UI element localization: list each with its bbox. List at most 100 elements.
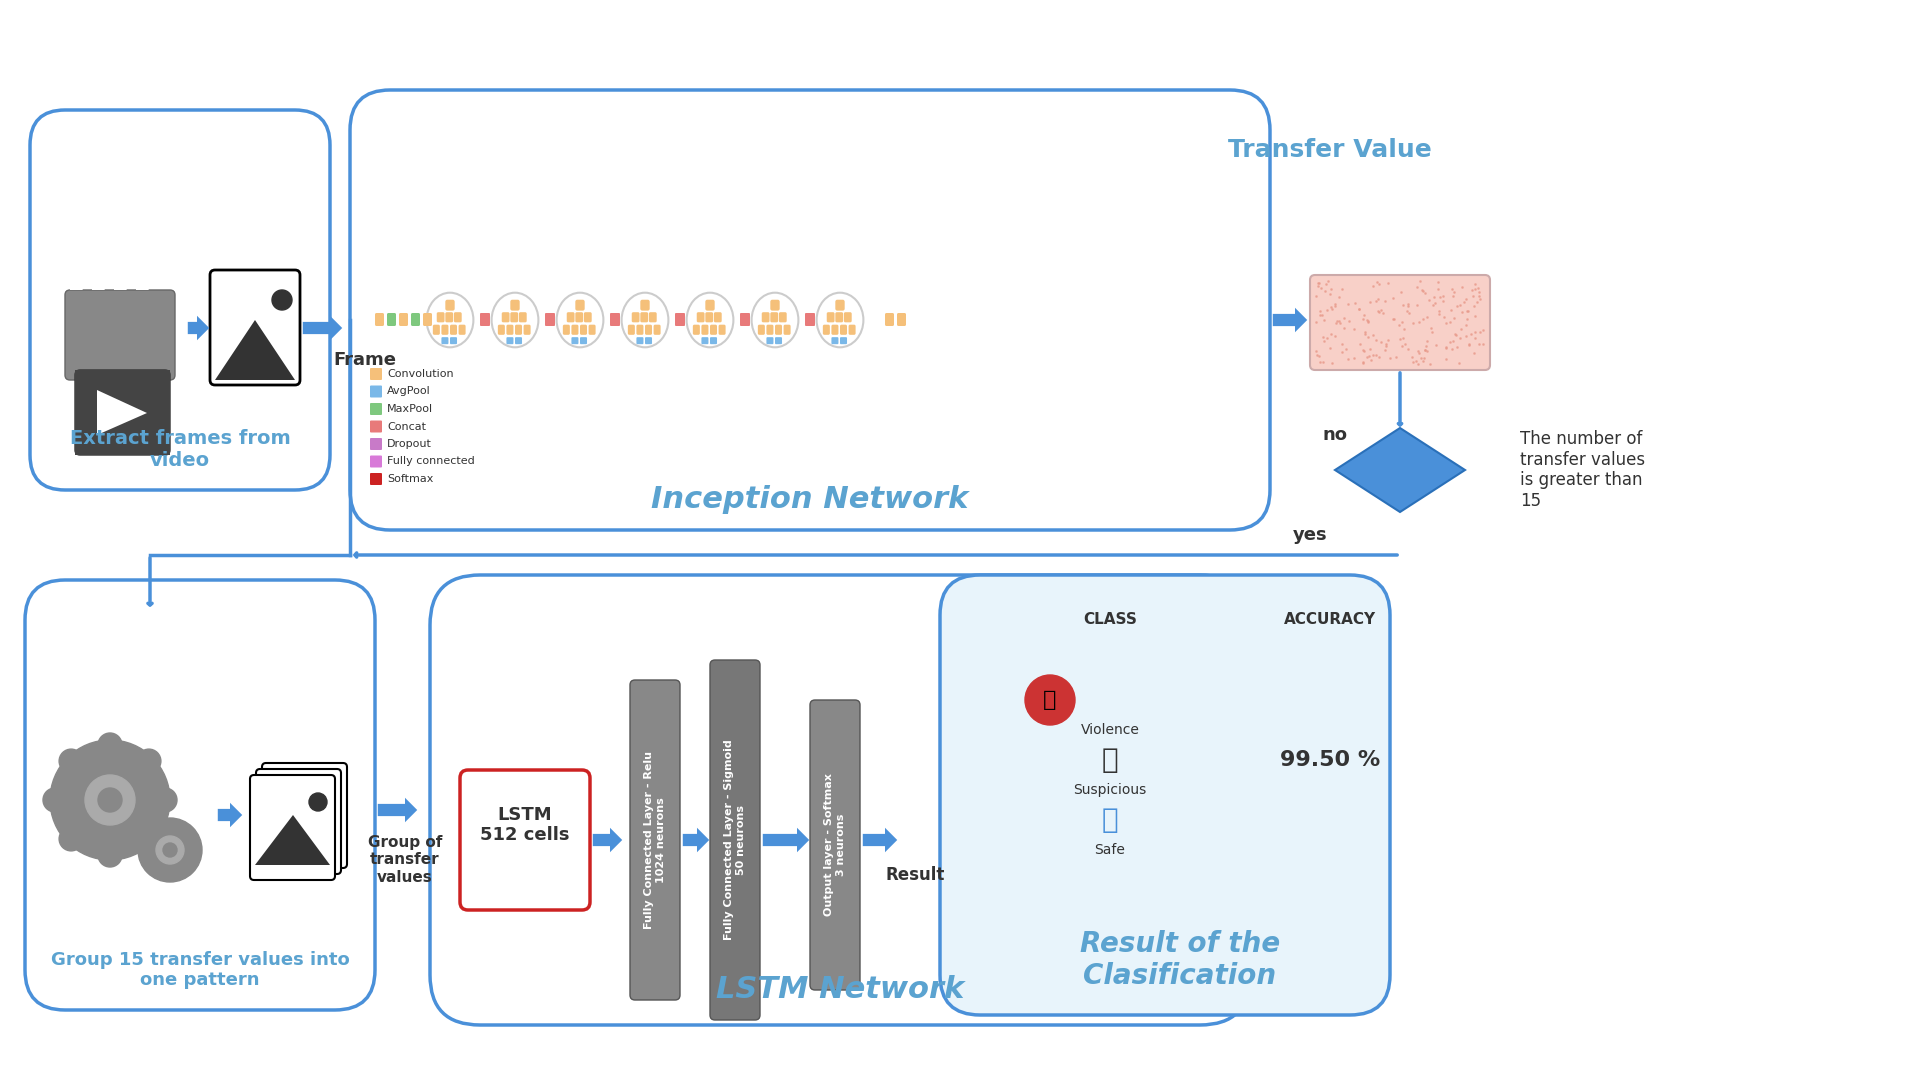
Circle shape	[98, 788, 123, 812]
Text: 99.50 %: 99.50 %	[1281, 750, 1380, 770]
FancyBboxPatch shape	[845, 312, 852, 322]
Text: 🔫: 🔫	[1043, 690, 1056, 710]
FancyBboxPatch shape	[636, 325, 643, 335]
FancyBboxPatch shape	[705, 312, 712, 322]
Text: AvgPool: AvgPool	[388, 387, 430, 396]
Circle shape	[98, 733, 123, 757]
FancyBboxPatch shape	[758, 325, 764, 335]
FancyBboxPatch shape	[436, 312, 445, 322]
FancyBboxPatch shape	[630, 680, 680, 1000]
FancyBboxPatch shape	[780, 312, 787, 322]
FancyBboxPatch shape	[701, 325, 708, 335]
FancyBboxPatch shape	[645, 325, 653, 335]
FancyBboxPatch shape	[824, 325, 829, 335]
Text: MaxPool: MaxPool	[388, 404, 434, 414]
Text: Result: Result	[885, 866, 945, 885]
FancyBboxPatch shape	[885, 313, 895, 326]
Circle shape	[154, 788, 177, 812]
Polygon shape	[215, 320, 296, 380]
Circle shape	[138, 818, 202, 882]
FancyBboxPatch shape	[507, 325, 513, 335]
FancyBboxPatch shape	[572, 325, 578, 335]
FancyBboxPatch shape	[497, 325, 505, 335]
FancyBboxPatch shape	[810, 700, 860, 990]
FancyBboxPatch shape	[445, 312, 453, 322]
Text: Dropout: Dropout	[388, 438, 432, 449]
FancyBboxPatch shape	[849, 325, 856, 335]
FancyBboxPatch shape	[411, 313, 420, 326]
FancyBboxPatch shape	[828, 312, 835, 322]
FancyBboxPatch shape	[545, 313, 555, 326]
FancyBboxPatch shape	[776, 337, 781, 345]
Circle shape	[273, 291, 292, 310]
FancyBboxPatch shape	[770, 312, 778, 322]
FancyBboxPatch shape	[697, 312, 705, 322]
FancyBboxPatch shape	[611, 313, 620, 326]
FancyBboxPatch shape	[710, 337, 716, 345]
Text: Concat: Concat	[388, 421, 426, 432]
Text: ACCURACY: ACCURACY	[1284, 612, 1377, 627]
Circle shape	[136, 750, 161, 773]
Text: no: no	[1323, 426, 1348, 444]
FancyBboxPatch shape	[739, 313, 751, 326]
FancyBboxPatch shape	[480, 313, 490, 326]
FancyBboxPatch shape	[710, 660, 760, 1020]
FancyBboxPatch shape	[515, 325, 522, 335]
Circle shape	[1025, 675, 1075, 725]
FancyBboxPatch shape	[371, 438, 382, 450]
FancyBboxPatch shape	[75, 370, 171, 455]
FancyBboxPatch shape	[710, 325, 716, 335]
Circle shape	[136, 827, 161, 851]
FancyBboxPatch shape	[693, 325, 701, 335]
FancyBboxPatch shape	[831, 325, 839, 335]
FancyBboxPatch shape	[442, 325, 449, 335]
Polygon shape	[69, 270, 83, 291]
FancyBboxPatch shape	[209, 270, 300, 384]
FancyBboxPatch shape	[399, 313, 409, 326]
FancyBboxPatch shape	[432, 325, 440, 335]
FancyBboxPatch shape	[442, 337, 449, 345]
FancyBboxPatch shape	[766, 325, 774, 335]
Polygon shape	[75, 370, 171, 455]
Polygon shape	[98, 390, 148, 435]
FancyBboxPatch shape	[835, 312, 843, 322]
FancyBboxPatch shape	[718, 325, 726, 335]
Text: Transfer Value: Transfer Value	[1229, 138, 1432, 162]
FancyBboxPatch shape	[371, 386, 382, 397]
FancyBboxPatch shape	[501, 312, 509, 322]
FancyBboxPatch shape	[261, 762, 348, 868]
FancyBboxPatch shape	[449, 337, 457, 345]
Text: Frame: Frame	[334, 351, 397, 369]
Text: Safe: Safe	[1094, 843, 1125, 858]
Text: Group of
transfer
values: Group of transfer values	[369, 835, 442, 885]
FancyBboxPatch shape	[449, 325, 457, 335]
FancyBboxPatch shape	[371, 456, 382, 468]
FancyBboxPatch shape	[705, 300, 714, 311]
FancyBboxPatch shape	[1309, 275, 1490, 370]
Circle shape	[163, 843, 177, 858]
FancyBboxPatch shape	[566, 312, 574, 322]
FancyBboxPatch shape	[770, 300, 780, 311]
FancyBboxPatch shape	[65, 291, 175, 380]
FancyBboxPatch shape	[255, 769, 342, 874]
FancyBboxPatch shape	[461, 770, 589, 910]
FancyBboxPatch shape	[374, 313, 384, 326]
FancyBboxPatch shape	[371, 403, 382, 415]
FancyBboxPatch shape	[645, 337, 653, 345]
Circle shape	[309, 793, 326, 811]
FancyBboxPatch shape	[518, 312, 526, 322]
Text: yes: yes	[1292, 526, 1327, 544]
FancyBboxPatch shape	[766, 337, 774, 345]
FancyBboxPatch shape	[572, 337, 578, 345]
FancyBboxPatch shape	[371, 420, 382, 432]
Text: Group 15 transfer values into
one pattern: Group 15 transfer values into one patter…	[50, 950, 349, 989]
FancyBboxPatch shape	[371, 368, 382, 380]
FancyBboxPatch shape	[841, 337, 847, 345]
Text: Extract frames from
video: Extract frames from video	[69, 430, 290, 471]
FancyBboxPatch shape	[511, 300, 520, 311]
FancyBboxPatch shape	[632, 312, 639, 322]
FancyBboxPatch shape	[649, 312, 657, 322]
Text: Convolution: Convolution	[388, 369, 453, 379]
FancyBboxPatch shape	[941, 575, 1390, 1015]
Polygon shape	[1334, 428, 1465, 512]
